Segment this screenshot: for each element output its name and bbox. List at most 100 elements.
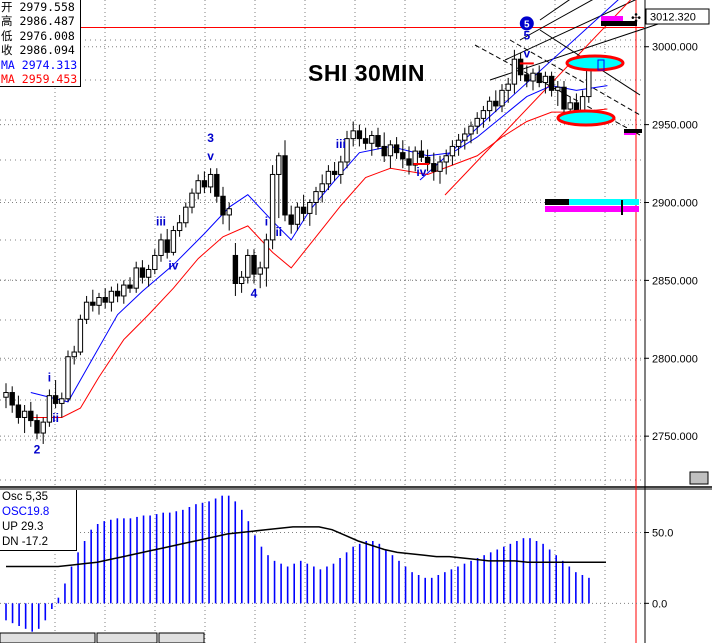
candle-body	[555, 86, 561, 91]
osc-dn-value: DN -17.2	[2, 536, 49, 548]
wave-5-circle-marker	[519, 16, 534, 31]
wave-5-circle-label: 5	[524, 19, 530, 30]
ohlc-readout-panel: 开 2979.558 高 2986.487 低 2976.008 收 2986.…	[0, 0, 81, 88]
y-tick-label: 2850.000	[652, 275, 698, 287]
crosshair-icon: ✣	[631, 11, 641, 25]
candle-body	[406, 158, 412, 166]
y-tick-label: 2900.000	[652, 198, 698, 210]
candle-body	[530, 72, 536, 82]
wave-label: iii	[156, 215, 166, 229]
candle-body	[21, 410, 28, 418]
tab-strip	[96, 632, 158, 643]
candle-body	[387, 144, 394, 157]
candle-body	[46, 395, 53, 423]
candle-body	[139, 267, 146, 278]
candle-body	[437, 161, 443, 172]
wave-label: i	[48, 370, 51, 384]
wave-label: iv	[168, 258, 178, 272]
close-label: 收	[1, 43, 13, 58]
wave-label: ii	[52, 411, 59, 425]
candle-body	[96, 297, 102, 306]
open-value: 2979.558	[19, 0, 75, 14]
candle-body	[307, 202, 313, 214]
profile-block-black	[601, 21, 637, 26]
wave-label: v	[207, 149, 214, 163]
candle-body	[393, 144, 400, 154]
candle-body	[226, 208, 232, 216]
high-label: 高	[1, 14, 13, 29]
candle-body	[65, 356, 71, 400]
candle-body	[207, 173, 214, 188]
ma-red-value: 2959.453	[21, 72, 78, 87]
candle-body	[462, 133, 468, 141]
wave-label: v	[523, 46, 530, 60]
y-tick-label: 2950.000	[652, 120, 698, 132]
candle-body	[542, 75, 549, 84]
candle-body	[263, 239, 270, 269]
candle-body	[164, 239, 170, 253]
candle-body	[189, 192, 195, 208]
candle-body	[108, 290, 115, 303]
candle-body	[269, 173, 276, 241]
y-tick-label: 2800.000	[652, 353, 698, 365]
candle-body	[313, 191, 319, 204]
candle-body	[586, 69, 592, 98]
candle-body	[331, 170, 338, 175]
candle-body	[152, 254, 158, 270]
profile-block-black	[545, 199, 569, 205]
high-value: 2986.487	[19, 14, 75, 29]
tab-strip	[0, 632, 96, 643]
candle-body	[505, 83, 511, 91]
candle-body	[567, 102, 573, 110]
candle-body	[238, 276, 245, 284]
trend-channel-line	[504, 0, 637, 61]
moving-average-line-red	[30, 108, 608, 418]
candle-body	[127, 284, 133, 289]
wave-label: ii	[275, 225, 282, 239]
candle-body	[536, 72, 542, 84]
toolbar-icon	[689, 471, 709, 485]
ma-blue-row: MA 2974.313	[1, 58, 79, 72]
osc-y-tick-label: 50.0	[652, 528, 673, 540]
ma-blue-label: MA	[1, 57, 15, 72]
candle-body	[344, 138, 350, 163]
low-label: 低	[1, 28, 13, 43]
candle-body	[356, 130, 363, 140]
open-label: 开	[1, 0, 13, 14]
candle-body	[71, 351, 77, 358]
wave-label: 4	[251, 287, 258, 301]
candle-body	[288, 214, 294, 225]
candle-body	[480, 110, 487, 119]
candle-body	[245, 254, 251, 278]
candle-body	[375, 135, 381, 147]
candle-body	[511, 58, 518, 85]
high-row: 高 2986.487	[1, 14, 79, 28]
candle-body	[90, 301, 96, 306]
candle-body	[418, 150, 425, 158]
candle-body	[201, 180, 208, 188]
candle-body	[319, 183, 325, 193]
candle-body	[145, 268, 152, 278]
candle-body	[548, 75, 555, 91]
last-candle-highlight	[597, 59, 605, 71]
candle-body	[220, 195, 226, 216]
candle-body	[34, 420, 40, 434]
profile-block-black	[624, 129, 642, 133]
candle-body	[561, 86, 567, 110]
candle-body	[381, 145, 387, 157]
candle-body	[170, 230, 177, 253]
candle-body	[232, 254, 239, 284]
osc-value: OSC19.8	[2, 506, 50, 518]
profile-block-magenta	[545, 206, 639, 212]
symbol-title: SHI 30MIN	[308, 60, 425, 86]
profile-block-magenta	[624, 133, 636, 135]
candle-body	[282, 155, 288, 216]
bottom-ellipse-marker	[556, 109, 616, 127]
candle-body	[40, 421, 46, 434]
candle-body	[102, 297, 108, 303]
osc-signal-line	[6, 526, 606, 568]
oscillator-info-panel: Osc 5,35 OSC19.8 UP 29.3 DN -17.2	[0, 490, 77, 551]
osc-up-value: UP 29.3	[2, 521, 44, 533]
